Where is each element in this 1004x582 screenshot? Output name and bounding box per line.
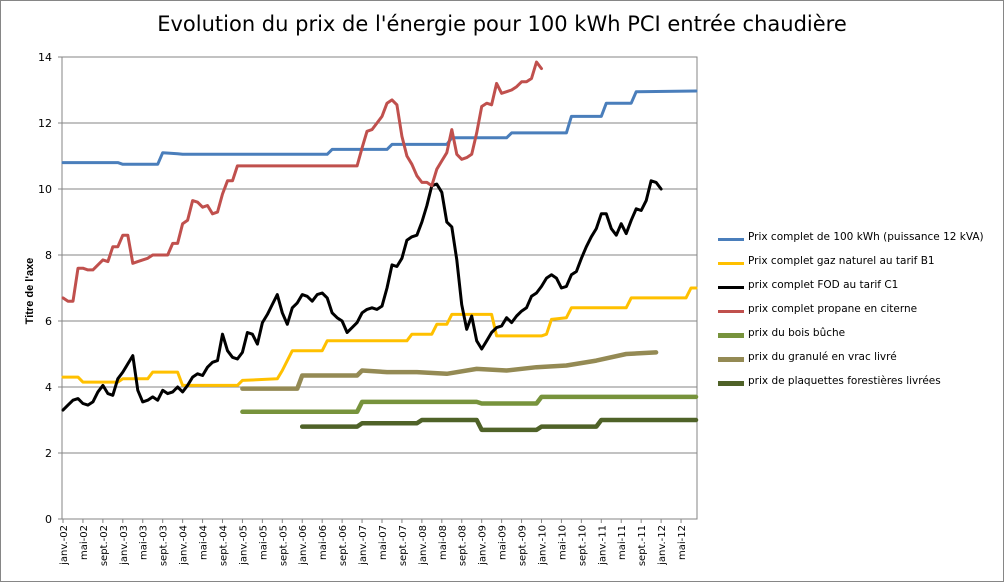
y-tick-label: 14 bbox=[38, 51, 52, 64]
legend-swatch bbox=[718, 238, 744, 241]
series-line-2 bbox=[61, 286, 698, 387]
x-tick-label: mai-09 bbox=[498, 525, 509, 560]
x-tick-label: janv.-06 bbox=[298, 525, 309, 566]
legend-label: prix complet FOD au tarif C1 bbox=[748, 279, 899, 291]
legend-swatch bbox=[718, 310, 744, 313]
x-tick-label: sept.-07 bbox=[398, 525, 409, 566]
series-line-3 bbox=[61, 179, 663, 412]
x-tick-label: janv.-05 bbox=[238, 525, 249, 566]
x-tick-label: janv.-08 bbox=[418, 525, 429, 566]
x-tick-label: sept.-06 bbox=[338, 525, 349, 566]
x-tick-label: janv.-07 bbox=[358, 525, 369, 566]
x-tick-label: mai-08 bbox=[438, 525, 449, 560]
plot-area bbox=[61, 56, 698, 520]
x-tick-label: mai-02 bbox=[79, 525, 90, 560]
x-tick-label: mai-10 bbox=[557, 525, 568, 560]
y-tick-label: 0 bbox=[45, 513, 52, 526]
series-line-7 bbox=[299, 417, 699, 433]
series-line-4 bbox=[61, 60, 543, 303]
x-tick-label: mai-05 bbox=[258, 525, 269, 560]
x-tick-label: mai-06 bbox=[318, 525, 329, 560]
x-tick-label: sept.-09 bbox=[518, 525, 529, 566]
y-tick-label: 2 bbox=[45, 447, 52, 460]
x-tick-label: sept.-05 bbox=[278, 525, 289, 566]
x-tick-label: mai-07 bbox=[378, 525, 389, 560]
x-tick-label: janv.-12 bbox=[657, 525, 668, 566]
x-tick-label: janv.-04 bbox=[179, 525, 190, 566]
x-tick-label: janv.-11 bbox=[597, 525, 608, 566]
x-tick-label: sept.-08 bbox=[458, 525, 469, 566]
x-tick-label: mai-11 bbox=[617, 525, 628, 560]
x-tick-label: sept.-02 bbox=[99, 525, 110, 566]
legend-swatch bbox=[718, 286, 744, 289]
y-tick-label: 8 bbox=[45, 249, 52, 262]
y-tick-label: 12 bbox=[38, 117, 52, 130]
legend-swatch bbox=[718, 262, 744, 265]
legend-label: Prix complet gaz naturel au tarif B1 bbox=[748, 255, 935, 267]
y-tick-label: 6 bbox=[45, 315, 52, 328]
x-tick-label: sept.-11 bbox=[637, 525, 648, 566]
chart-title: Evolution du prix de l'énergie pour 100 … bbox=[157, 12, 847, 36]
x-tick-label: sept.-10 bbox=[577, 525, 588, 566]
y-tick-label: 4 bbox=[45, 381, 52, 394]
x-tick-label: janv.-02 bbox=[59, 525, 70, 566]
series-line-6 bbox=[240, 350, 659, 391]
legend-label: prix du bois bûche bbox=[748, 327, 846, 339]
y-tick-label: 10 bbox=[38, 183, 52, 196]
x-tick-label: janv.-09 bbox=[478, 525, 489, 566]
legend-label: prix du granulé en vrac livré bbox=[748, 351, 897, 363]
legend-label: prix de plaquettes forestières livrées bbox=[748, 375, 941, 387]
x-tick-label: mai-12 bbox=[677, 525, 688, 560]
x-tick-label: janv.-10 bbox=[537, 525, 548, 566]
x-tick-label: mai-03 bbox=[139, 525, 150, 560]
x-tick-label: sept.-03 bbox=[159, 525, 170, 566]
x-tick-label: janv.-03 bbox=[119, 525, 130, 566]
legend-swatch bbox=[718, 333, 744, 338]
x-tick-label: mai-04 bbox=[199, 525, 210, 560]
legend-swatch bbox=[718, 357, 744, 362]
legend-label: prix complet propane en citerne bbox=[748, 303, 918, 315]
series-line-5 bbox=[240, 394, 699, 415]
legend-label: Prix complet de 100 kWh (puissance 12 kV… bbox=[748, 231, 984, 243]
legend-swatch bbox=[718, 381, 744, 386]
series-line-1 bbox=[61, 89, 698, 166]
x-tick-label: sept.-04 bbox=[218, 525, 229, 566]
